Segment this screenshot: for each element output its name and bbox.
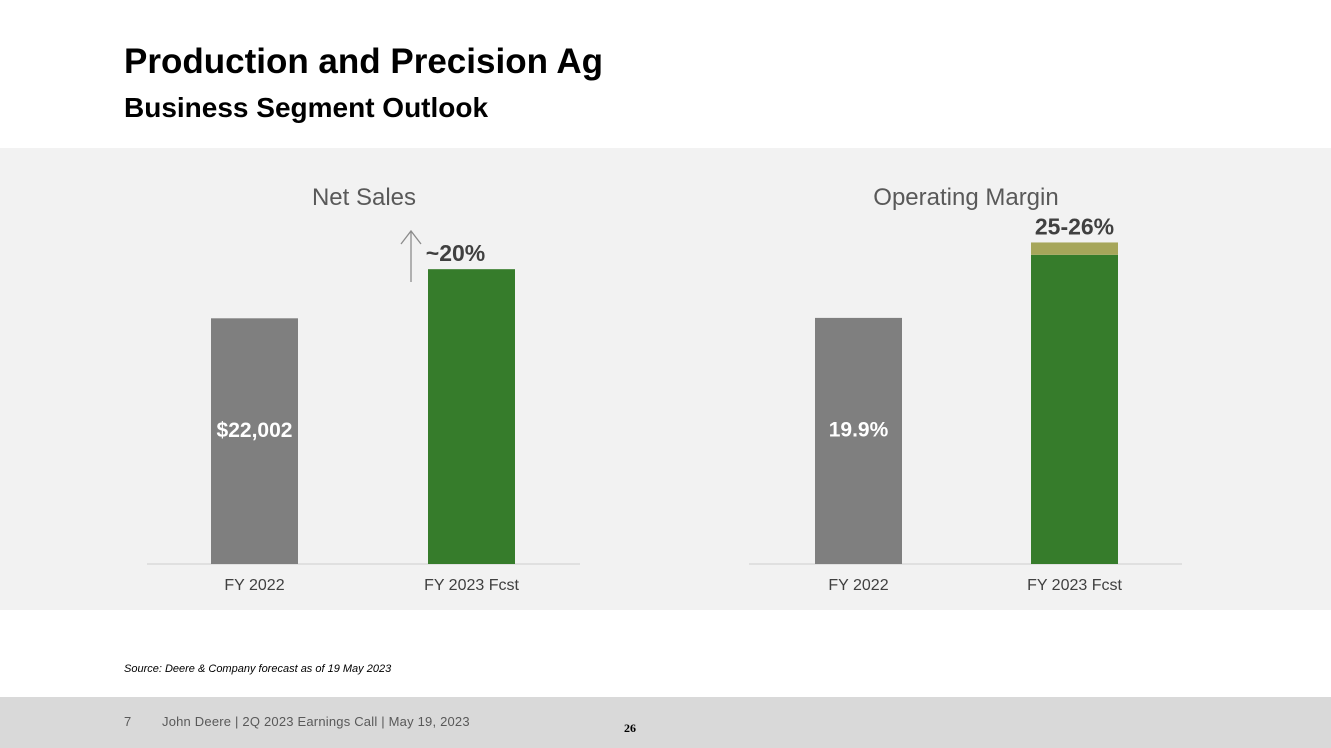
source-note: Source: Deere & Company forecast as of 1… (124, 663, 392, 675)
page-title: Production and Precision Ag (124, 42, 604, 81)
operating-margin-data-label-fy2023-fcst: 25-26% (1035, 213, 1114, 239)
charts-panel: Net Sales FY 2022 $22,002 FY 2023 Fcst ~20% O… (0, 148, 1331, 610)
page-subtitle: Business Segment Outlook (124, 92, 489, 123)
net-sales-data-label-fy2022: $22,002 (217, 419, 293, 442)
up-arrow-head (400, 229, 422, 245)
net-sales-tick-label: FY 2022 (224, 577, 284, 594)
footer-slide-number: 26 (624, 721, 636, 735)
charts-svg: Net Sales FY 2022 $22,002 FY 2023 Fcst ~20% O… (147, 184, 1182, 594)
footer-page-number: 7 (124, 714, 132, 729)
net-sales-tick-label: FY 2023 Fcst (424, 577, 519, 594)
operating-margin-bar-fy2022 (815, 317, 902, 564)
operating-margin-tick-label: FY 2022 (828, 577, 888, 594)
net-sales-data-label-fy2023-fcst: ~20% (426, 240, 485, 266)
operating-margin-tick-label: FY 2023 Fcst (1027, 577, 1122, 594)
net-sales-bar-fy2023-fcst (428, 269, 515, 564)
operating-margin-bar-fy2023-fcst (1031, 254, 1118, 564)
footer-bar: 7 John Deere | 2Q 2023 Earnings Call | M… (0, 697, 1331, 748)
operating-margin-chart-title: Operating Margin (873, 184, 1058, 211)
operating-margin-range-band (1031, 242, 1118, 255)
operating-margin-data-label-fy2022: 19.9% (829, 419, 889, 442)
footer-text: John Deere | 2Q 2023 Earnings Call | May… (162, 714, 470, 729)
net-sales-chart-title: Net Sales (312, 184, 416, 211)
net-sales-bar-fy2022 (211, 318, 298, 564)
